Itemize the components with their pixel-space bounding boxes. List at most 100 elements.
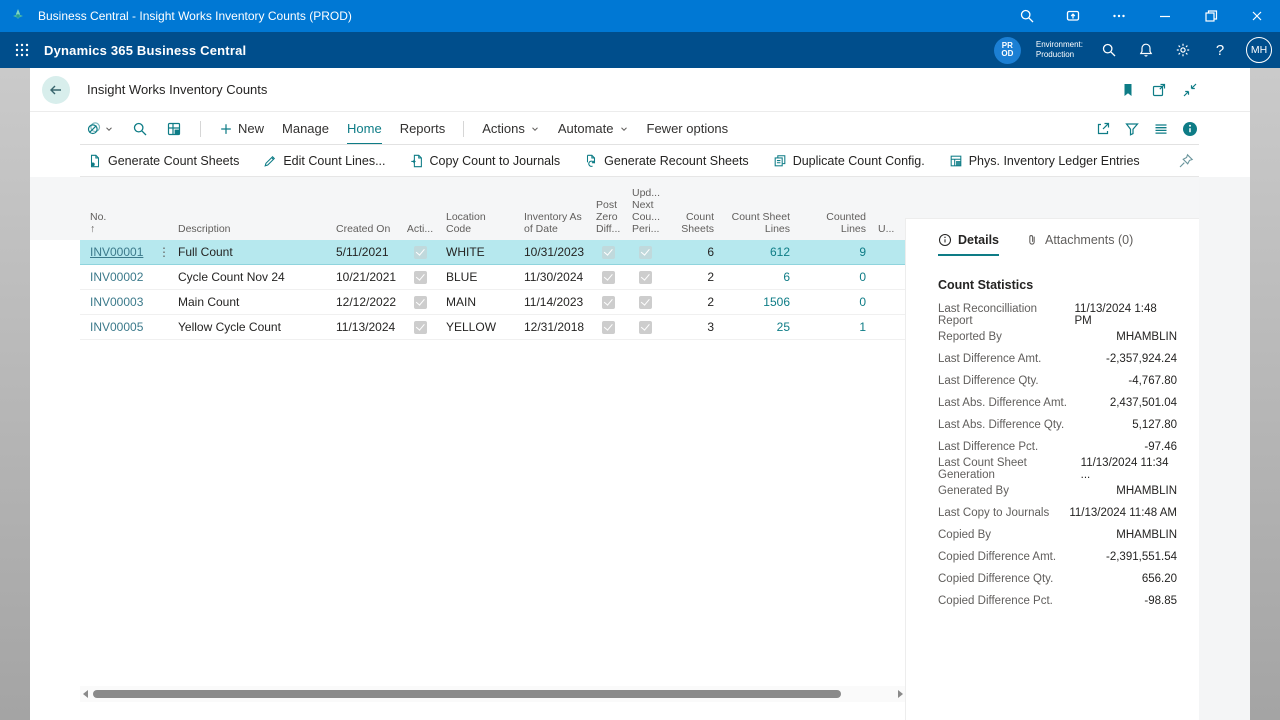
column-header-no[interactable]: No. ↑ [90,211,107,235]
scrollbar-thumb[interactable] [93,690,841,698]
brand-title[interactable]: Dynamics 365 Business Central [44,42,247,58]
bookmark-icon[interactable] [1120,82,1136,98]
column-header-created-on[interactable]: Created On [336,223,391,235]
checkbox-checked-icon [638,295,652,309]
column-header-count-sheet-lines[interactable]: Count Sheet Lines [731,211,790,235]
scroll-left-icon[interactable] [80,686,90,702]
open-in-new-window-icon[interactable] [1151,82,1167,98]
user-avatar[interactable]: MH [1246,37,1272,63]
count-sheet-lines-link[interactable]: 612 [769,245,790,259]
minimize-button[interactable] [1142,0,1188,32]
menu-fewer-options[interactable]: Fewer options [646,121,729,136]
stat-row: Copied By MHAMBLIN [938,529,1177,541]
phys-inventory-ledger-entries-button[interactable]: Phys. Inventory Ledger Entries [949,154,1140,168]
column-header-u[interactable]: U... [878,223,895,235]
checkbox-checked-icon [638,320,652,334]
search-icon[interactable] [1098,42,1120,58]
table-row[interactable]: INV00001 ⋮ Full Count 5/11/2021 WHITE 10… [80,240,905,265]
cell-location-code: WHITE [446,245,485,259]
restore-button[interactable] [1188,0,1234,32]
cell-created-on: 12/12/2022 [336,295,397,309]
stat-row: Reported By MHAMBLIN [938,331,1177,343]
search-list-icon[interactable] [132,121,148,137]
count-sheet-lines-link[interactable]: 1506 [763,295,790,309]
share-icon[interactable] [1095,121,1111,137]
pin-icon[interactable] [1178,153,1194,169]
column-header-count-sheets[interactable]: Count Sheets [681,211,714,235]
record-link[interactable]: INV00003 [90,295,144,309]
generate-recount-sheets-button[interactable]: Generate Recount Sheets [584,154,749,168]
count-sheet-lines-link[interactable]: 6 [783,270,790,284]
filter-icon[interactable] [1124,121,1140,137]
menu-home[interactable]: Home [347,112,382,145]
column-header-upd-next-count-period[interactable]: Upd... Next Cou... Peri... [632,187,661,235]
analysis-mode-icon[interactable] [166,121,182,137]
scroll-right-icon[interactable] [895,686,905,702]
views-icon[interactable] [86,121,114,137]
record-link[interactable]: INV00005 [90,320,144,334]
stat-row: Last Difference Pct. -97.46 [938,441,1177,453]
tab-details[interactable]: Details [938,233,999,256]
details-panel: Details Attachments (0) Count Statistics… [905,218,1199,720]
column-header-description[interactable]: Description [178,223,231,235]
column-header-active[interactable]: Acti... [406,223,434,235]
table-row[interactable]: INV00003 Main Count 12/12/2022 MAIN 11/1… [80,290,905,315]
collapse-icon[interactable] [1182,82,1198,98]
stat-row: Generated By MHAMBLIN [938,485,1177,497]
counted-lines-link[interactable]: 9 [859,245,866,259]
close-button[interactable] [1234,0,1280,32]
notifications-bell-icon[interactable] [1135,42,1157,58]
cell-location-code: BLUE [446,270,478,284]
copy-count-to-journals-button[interactable]: Copy Count to Journals [410,154,560,168]
app-launcher-icon[interactable] [0,32,44,68]
list-content: No. ↑ Description Created On Acti... Loc… [30,177,1250,720]
checkbox-checked-icon [413,270,427,284]
count-sheet-lines-link[interactable]: 25 [776,320,790,334]
stat-row: Copied Difference Amt. -2,391,551.54 [938,551,1177,563]
table-row[interactable]: INV00002 Cycle Count Nov 24 10/21/2021 B… [80,265,905,290]
count-statistics-title: Count Statistics [938,278,1034,292]
scrollbar-track[interactable] [90,686,895,702]
counted-lines-link[interactable]: 1 [859,320,866,334]
count-statistics-list: Last Reconcilliation Report 11/13/2024 1:… [938,303,1177,612]
menu-manage[interactable]: Manage [282,121,329,136]
duplicate-count-config-button[interactable]: Duplicate Count Config. [773,154,925,168]
tab-attachments[interactable]: Attachments (0) [1025,233,1133,256]
menu-reports[interactable]: Reports [399,121,446,136]
stat-row: Last Difference Qty. -4,767.80 [938,375,1177,387]
record-link[interactable]: INV00002 [90,270,144,284]
settings-gear-icon[interactable] [1172,42,1194,58]
cell-count-sheets: 2 [707,270,714,284]
list-view-icon[interactable] [1153,121,1169,137]
edit-count-lines-button[interactable]: Edit Count Lines... [263,154,386,168]
stat-row: Copied Difference Qty. 656.20 [938,573,1177,585]
right-gutter [1199,177,1250,720]
checkbox-checked-icon [601,320,615,334]
zoom-search-button[interactable] [1004,0,1050,32]
counted-lines-link[interactable]: 0 [859,270,866,284]
record-link[interactable]: INV00001 [90,245,144,259]
horizontal-scrollbar[interactable] [80,686,905,702]
new-button[interactable]: New [219,112,264,145]
table-row[interactable]: INV00005 Yellow Cycle Count 11/13/2024 Y… [80,315,905,340]
column-header-inventory-as-of-date[interactable]: Inventory As of Date [524,211,582,235]
screen-share-button[interactable] [1050,0,1096,32]
checkbox-checked-icon [413,320,427,334]
menu-automate[interactable]: Automate [558,112,629,145]
column-header-post-zero-diff[interactable]: Post Zero Diff... [596,199,621,235]
window-more-button[interactable] [1096,0,1142,32]
counted-lines-link[interactable]: 0 [859,295,866,309]
page-header: Insight Works Inventory Counts [30,68,1250,112]
column-header-location-code[interactable]: Location Code [446,211,486,235]
help-icon[interactable]: ? [1215,41,1225,59]
menu-actions[interactable]: Actions [482,112,540,145]
generate-count-sheets-button[interactable]: Generate Count Sheets [88,154,239,168]
info-panel-icon[interactable] [1182,121,1198,137]
window-title: Business Central - Insight Works Invento… [38,9,352,23]
page-title: Insight Works Inventory Counts [87,82,268,97]
column-header-counted-lines[interactable]: Counted Lines [826,211,866,235]
row-options-icon[interactable]: ⋮ [158,245,170,259]
back-button[interactable] [42,75,70,104]
cell-description: Main Count [178,295,240,309]
environment-badge[interactable]: PR OD [993,36,1021,64]
